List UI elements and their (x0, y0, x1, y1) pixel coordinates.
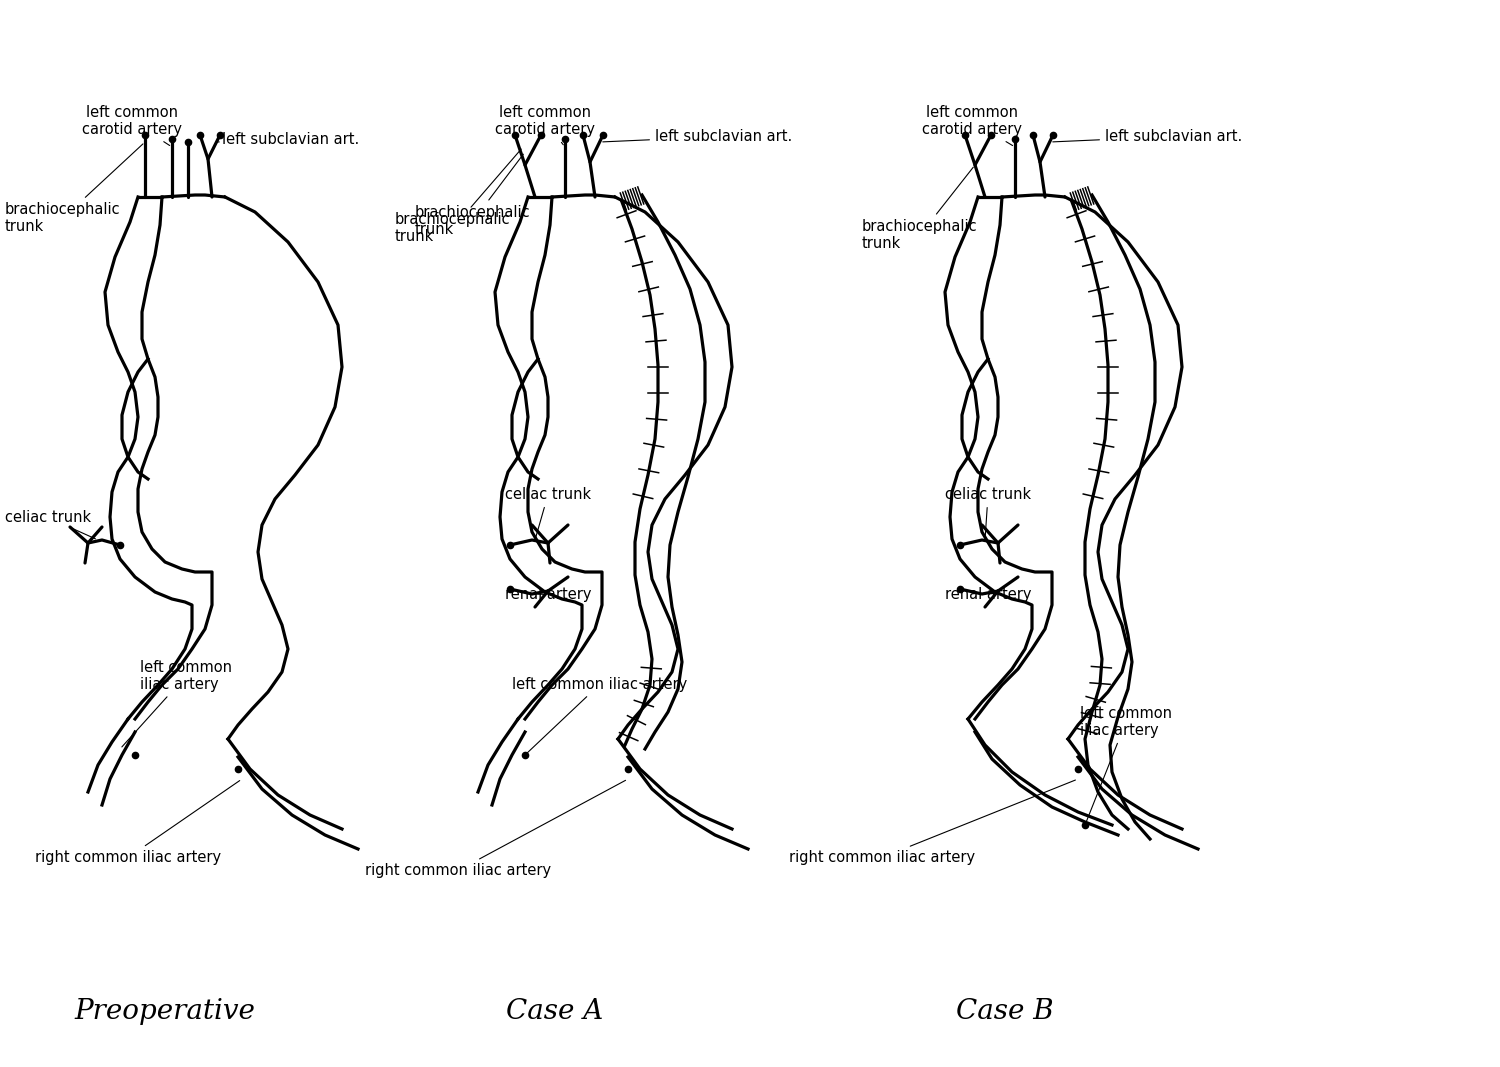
Text: Preoperative: Preoperative (75, 998, 255, 1025)
Text: renal artery: renal artery (945, 587, 1032, 602)
Text: left subclavian art.: left subclavian art. (1053, 129, 1242, 144)
Text: renal artery: renal artery (506, 587, 591, 602)
Text: left common
iliac artery: left common iliac artery (1080, 705, 1172, 823)
Text: left common
iliac artery: left common iliac artery (122, 659, 232, 747)
Text: Case B: Case B (956, 998, 1054, 1025)
Text: celiac trunk: celiac trunk (506, 487, 591, 538)
Text: right common iliac artery: right common iliac artery (789, 780, 1076, 865)
Text: left common
carotid artery: left common carotid artery (82, 105, 182, 145)
Text: celiac trunk: celiac trunk (4, 510, 96, 539)
Text: brachiocephalic
trunk: brachiocephalic trunk (862, 168, 978, 252)
Text: Case A: Case A (507, 998, 603, 1025)
Text: left common iliac artery: left common iliac artery (512, 676, 687, 753)
Text: brachiocephalic
trunk: brachiocephalic trunk (394, 149, 520, 244)
Text: brachiocephalic
trunk: brachiocephalic trunk (4, 144, 142, 235)
Text: left subclavian art.: left subclavian art. (603, 129, 792, 144)
Text: celiac trunk: celiac trunk (945, 487, 1030, 537)
Text: left subclavian art.: left subclavian art. (217, 132, 360, 147)
Text: left common
carotid artery: left common carotid artery (495, 105, 596, 145)
Text: brachiocephalic
trunk: brachiocephalic trunk (416, 155, 531, 237)
Text: right common iliac artery: right common iliac artery (34, 781, 240, 865)
Text: right common iliac artery: right common iliac artery (364, 780, 626, 878)
Text: left common
carotid artery: left common carotid artery (922, 105, 1022, 145)
